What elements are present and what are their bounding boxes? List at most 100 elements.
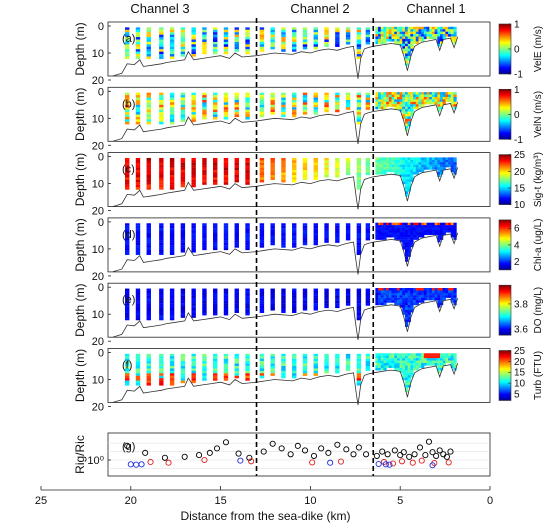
heatmap-cell	[375, 297, 379, 301]
heatmap-cell	[453, 157, 457, 160]
heatmap-cell	[324, 363, 329, 367]
heatmap-cell	[245, 300, 250, 304]
heatmap-cell	[159, 109, 164, 113]
heatmap-cell	[448, 157, 452, 160]
heatmap-cell	[169, 179, 175, 183]
heatmap-cell	[234, 162, 239, 166]
heatmap-cell	[270, 37, 275, 40]
colorbar-tick-label: 25	[514, 150, 526, 161]
heatmap-cell	[191, 54, 196, 57]
heatmap-cell	[356, 116, 362, 120]
heatmap-cell	[313, 162, 318, 166]
heatmap-cell	[125, 34, 130, 38]
heatmap-cell	[453, 234, 457, 238]
heatmap-cell	[448, 292, 452, 296]
heatmap-cell	[365, 92, 371, 96]
heatmap-cell	[135, 119, 141, 122]
heatmap-cell	[404, 159, 409, 163]
heatmap-cell	[386, 29, 390, 32]
heatmap-cell	[404, 259, 409, 262]
heatmap-cell	[125, 303, 130, 306]
heatmap-cell	[146, 293, 151, 296]
heatmap-cell	[180, 170, 186, 173]
heatmap-cell	[402, 51, 406, 54]
heatmap-cell	[431, 355, 436, 359]
heatmap-cell	[281, 107, 286, 110]
heatmap-cell	[191, 310, 196, 313]
heatmap-cell	[442, 353, 446, 356]
heatmap-cell	[313, 104, 318, 108]
heatmap-cell	[345, 363, 351, 367]
heatmap-cell	[292, 303, 297, 306]
heatmap-cell	[191, 92, 196, 96]
heatmap-cell	[191, 34, 196, 38]
heatmap-cell	[453, 358, 457, 361]
heatmap-cell	[356, 356, 362, 359]
heatmap-cell	[418, 162, 422, 165]
heatmap-cell	[437, 353, 441, 356]
heatmap-cell	[402, 169, 406, 173]
heatmap-cell	[223, 310, 229, 313]
heatmap-cell	[418, 355, 422, 359]
heatmap-cell	[396, 162, 401, 165]
heatmap-cell	[415, 225, 419, 228]
heatmap-cell	[383, 34, 387, 37]
heatmap-cell	[404, 38, 409, 42]
heatmap-cell	[213, 307, 218, 311]
heatmap-cell	[394, 355, 398, 359]
heatmap-cell	[180, 310, 186, 313]
x-axis-label: Distance from the sea-dike (km)	[180, 509, 350, 523]
heatmap-cell	[169, 104, 175, 108]
heatmap-cell	[440, 292, 444, 296]
scatter-point	[411, 451, 418, 458]
heatmap-cell	[378, 171, 382, 175]
heatmap-cell	[415, 302, 419, 306]
heatmap-cell	[259, 170, 265, 173]
scatter-point	[165, 459, 172, 466]
heatmap-cell	[135, 315, 141, 318]
heatmap-cell	[402, 116, 406, 119]
heatmap-cell	[234, 95, 239, 98]
heatmap-cell	[125, 49, 130, 52]
heatmap-cell	[402, 94, 406, 98]
heatmap-cell	[445, 94, 449, 98]
heatmap-cell	[146, 49, 151, 52]
heatmap-cell	[386, 290, 390, 294]
heatmap-cell	[270, 373, 275, 376]
heatmap-cell	[450, 232, 454, 235]
heatmap-cell	[213, 356, 218, 359]
heatmap-cell	[335, 370, 340, 374]
heatmap-cell	[313, 172, 318, 176]
heatmap-cell	[292, 366, 297, 369]
heatmap-cell	[345, 162, 351, 166]
heatmap-cell	[378, 31, 382, 35]
heatmap-cell	[404, 256, 409, 260]
heatmap-cell	[292, 97, 297, 101]
heatmap-cell	[292, 157, 297, 161]
heatmap-cell	[421, 234, 425, 238]
heatmap-cell	[356, 370, 362, 374]
heatmap-cell	[335, 95, 340, 98]
heatmap-cell	[180, 307, 186, 311]
heatmap-cell	[245, 366, 250, 369]
heatmap-cell	[418, 358, 422, 361]
heatmap-cell	[356, 184, 362, 188]
heatmap-cell	[410, 375, 414, 378]
heatmap-cells	[125, 222, 457, 262]
heatmap-cell	[453, 225, 457, 228]
heatmap-cell	[302, 32, 308, 35]
heatmap-cell	[180, 107, 186, 110]
heatmap-cell	[356, 177, 362, 180]
scatter-point	[278, 445, 285, 452]
heatmap-cell	[135, 157, 141, 161]
heatmap-cell	[421, 360, 425, 364]
heatmap-cell	[213, 232, 218, 236]
heatmap-cell	[191, 307, 196, 311]
heatmap-cell	[159, 46, 164, 50]
heatmap-cell	[378, 222, 382, 226]
heatmap-cell	[159, 353, 164, 357]
heatmap-cell	[191, 223, 196, 226]
heatmap-cell	[292, 290, 297, 294]
